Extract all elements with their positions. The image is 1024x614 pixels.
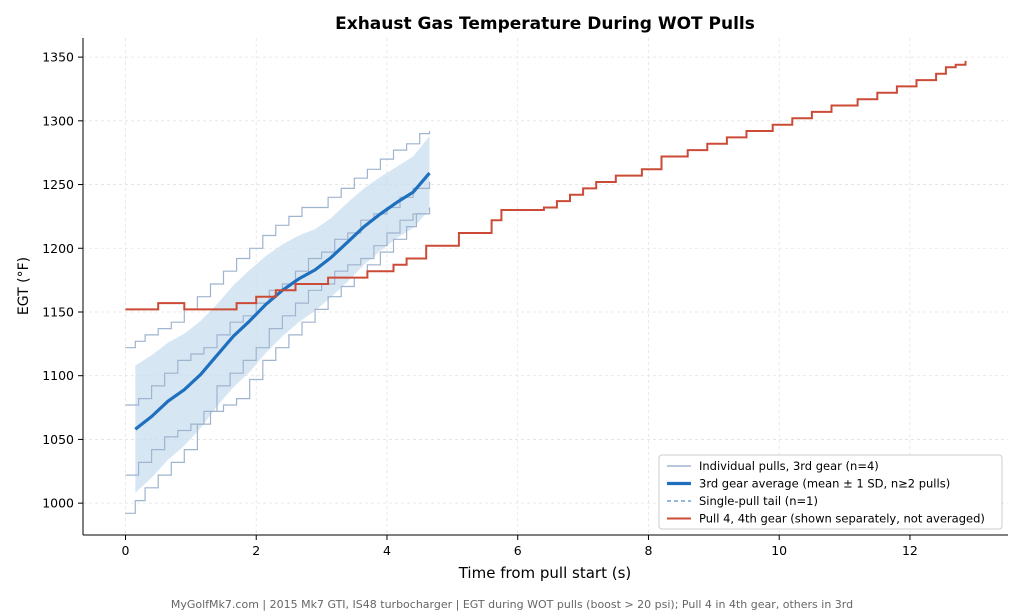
- individual-pull-line: [125, 207, 431, 476]
- individual-pull-line: [125, 131, 431, 349]
- gear4-layer: [125, 60, 967, 311]
- x-ticks: 0 2 4 6 8 10 12: [122, 535, 918, 558]
- y-tick-label: 1200: [42, 241, 74, 256]
- y-tick-label: 1300: [42, 113, 74, 128]
- legend-label: 3rd gear average (mean ± 1 SD, n≥2 pulls…: [699, 477, 950, 491]
- x-tick-label: 0: [122, 543, 130, 558]
- y-ticks: 1000 1050 1100 1150 1200 1250 1300 1350: [42, 50, 83, 511]
- x-tick-label: 10: [771, 543, 787, 558]
- gear4-line: [125, 60, 967, 311]
- legend: Individual pulls, 3rd gear (n=4) 3rd gear…: [658, 454, 1003, 530]
- chart-title: Exhaust Gas Temperature During WOT Pulls: [335, 14, 755, 34]
- x-axis-label: Time from pull start (s): [458, 564, 632, 582]
- y-tick-label: 1050: [42, 432, 74, 447]
- legend-box: [658, 454, 1003, 530]
- x-tick-label: 4: [383, 543, 391, 558]
- x-tick-label: 12: [902, 543, 918, 558]
- x-tick-label: 2: [252, 543, 260, 558]
- individual-pull-line: [125, 207, 431, 514]
- y-tick-label: 1350: [42, 50, 74, 65]
- y-axis-label: EGT (°F): [16, 257, 32, 315]
- legend-label: Individual pulls, 3rd gear (n=4): [699, 459, 879, 473]
- band-layer: [135, 136, 430, 493]
- x-tick-label: 8: [644, 543, 652, 558]
- y-tick-label: 1250: [42, 177, 74, 192]
- x-tick-label: 6: [514, 543, 522, 558]
- y-tick-label: 1100: [42, 368, 74, 383]
- sd-band: [135, 136, 430, 493]
- y-tick-label: 1150: [42, 304, 74, 319]
- legend-label: Single-pull tail (n=1): [699, 494, 818, 508]
- y-tick-label: 1000: [42, 496, 74, 511]
- footer-note: MyGolfMk7.com | 2015 Mk7 GTI, IS48 turbo…: [171, 598, 853, 611]
- legend-label: Pull 4, 4th gear (shown separately, not …: [699, 512, 985, 526]
